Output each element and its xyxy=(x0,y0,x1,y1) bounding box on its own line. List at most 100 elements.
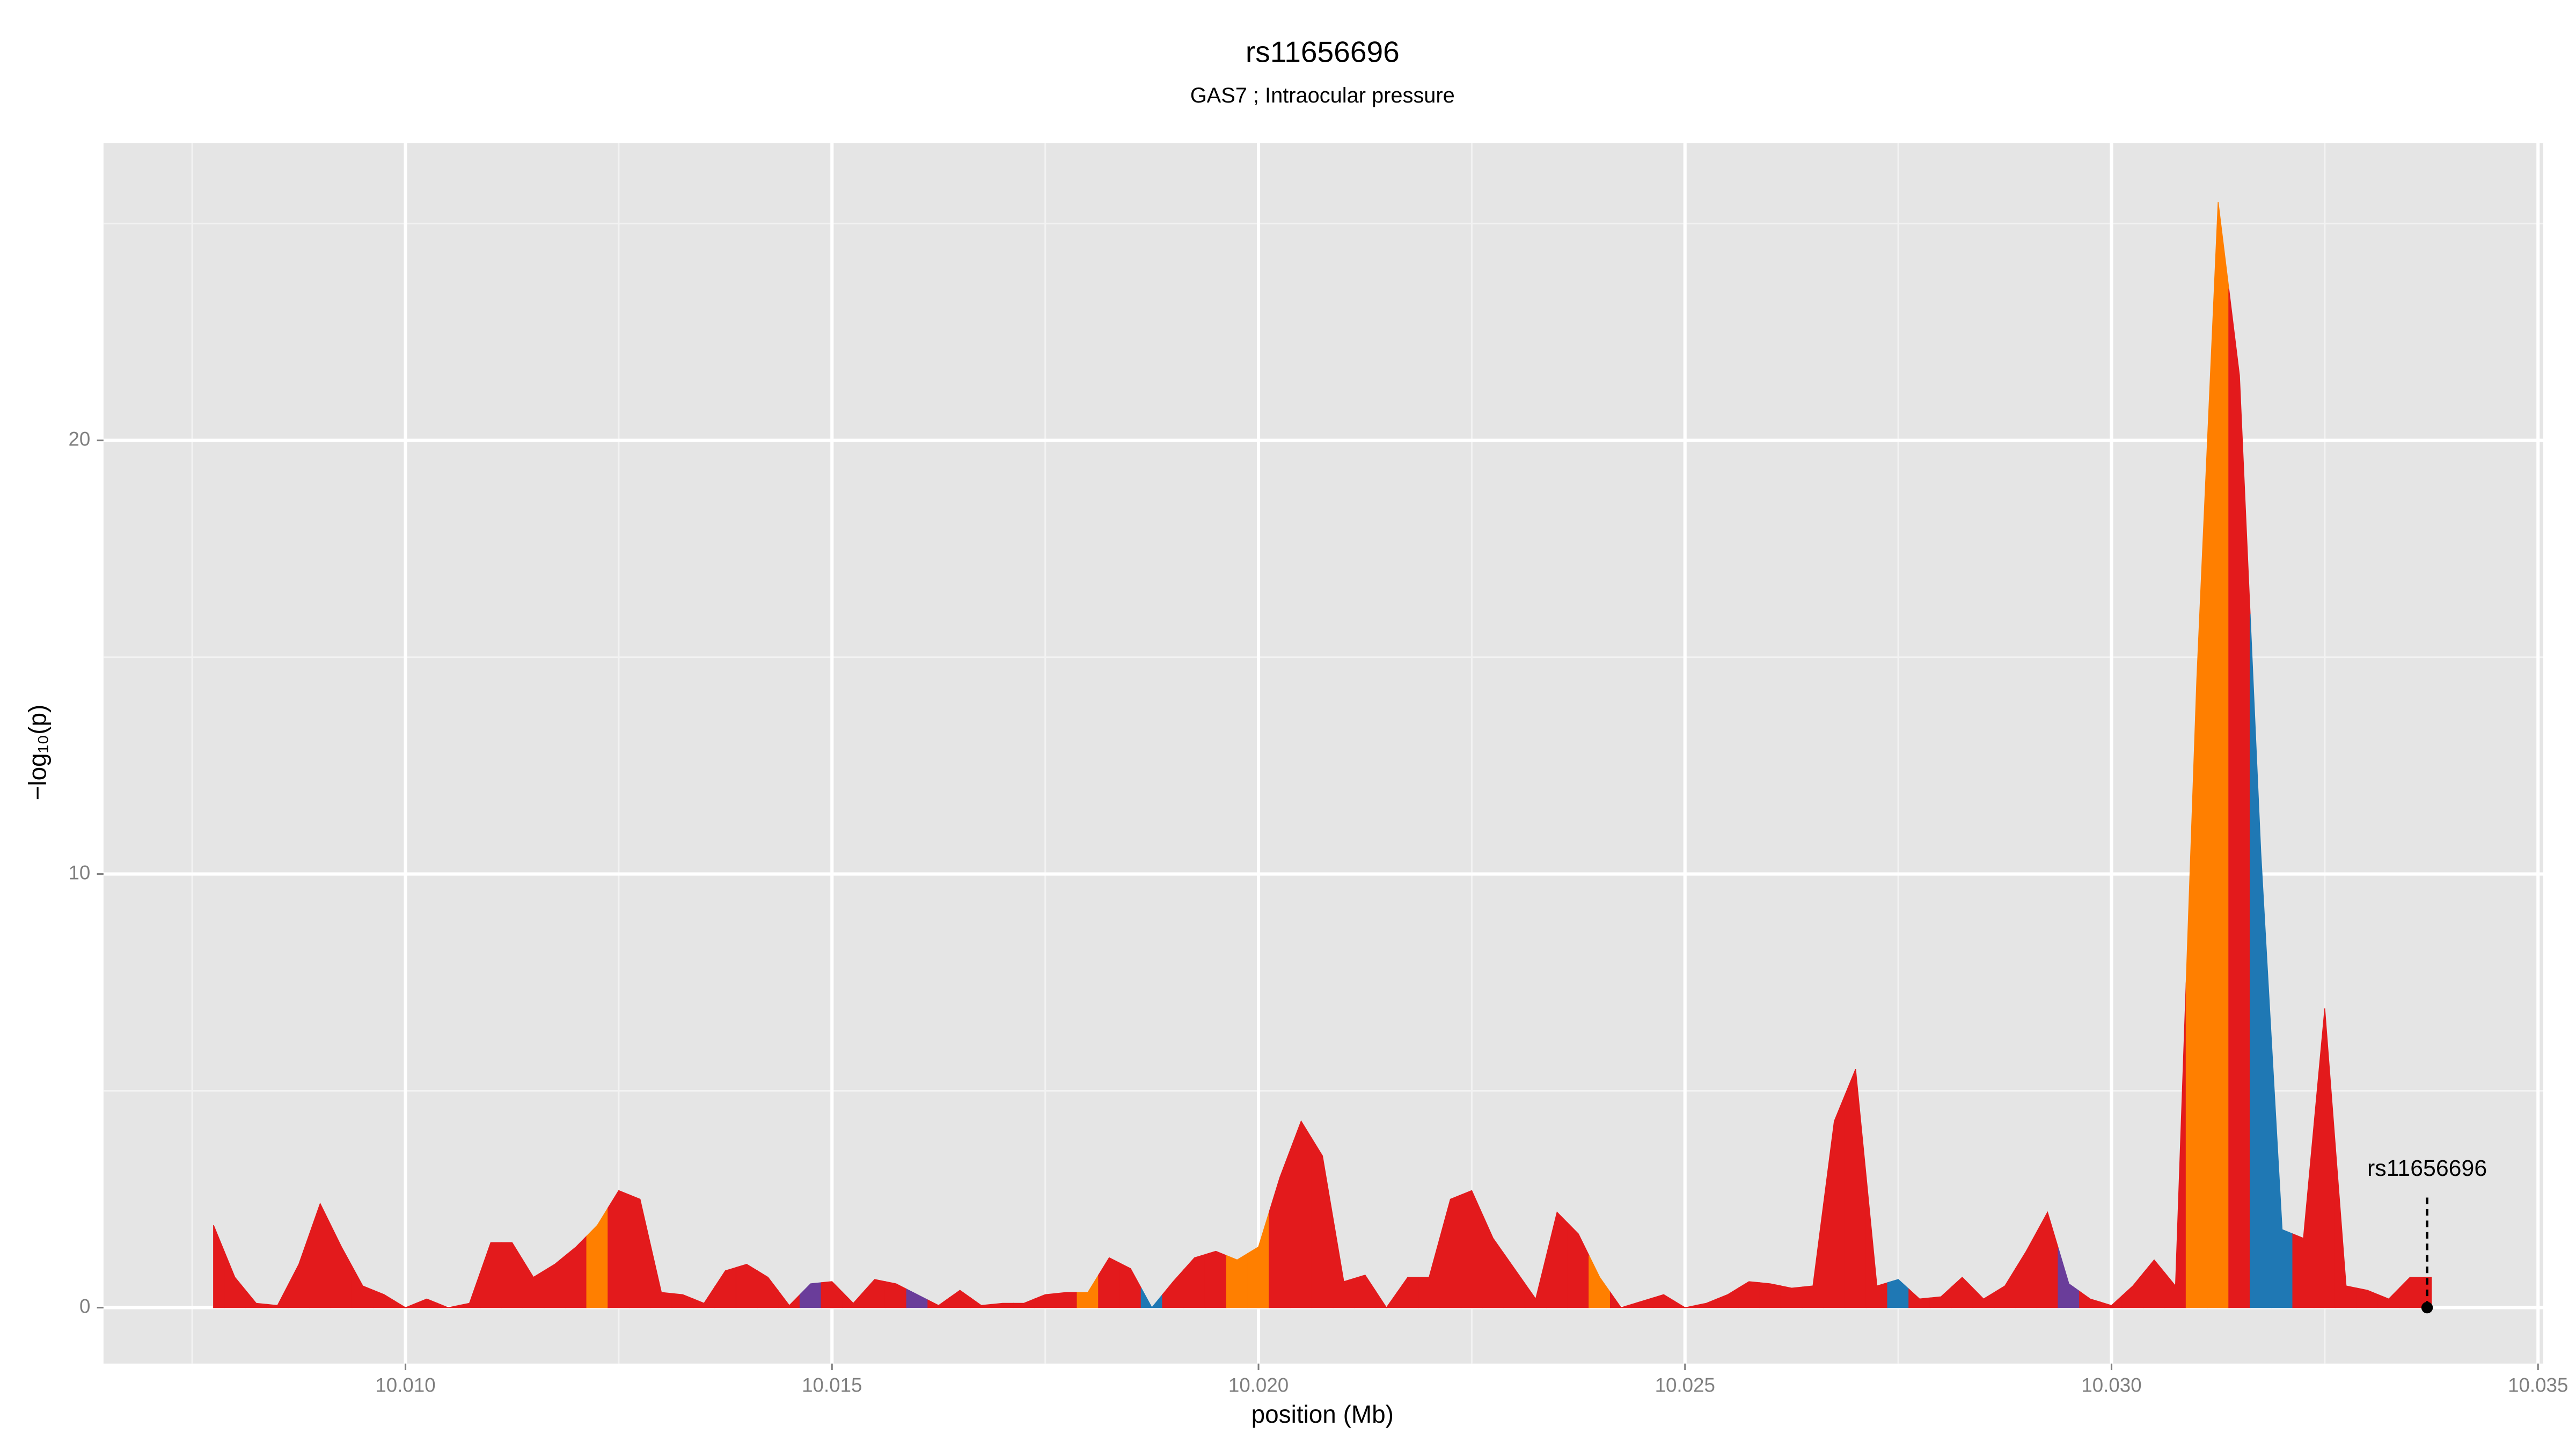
area-segment xyxy=(1802,1203,1824,1308)
area-segment xyxy=(501,1242,523,1308)
area-segment xyxy=(245,1289,268,1308)
area-segment xyxy=(991,1302,1014,1308)
x-axis-label: position (Mb) xyxy=(1252,1400,1394,1428)
area-segment xyxy=(1631,1297,1653,1308)
area-segment xyxy=(2314,1008,2336,1308)
area-segment xyxy=(1908,1288,1931,1308)
area-segment xyxy=(2058,1248,2080,1308)
area-segment xyxy=(1929,1286,1952,1308)
annotation-point xyxy=(2421,1301,2433,1314)
area-segment xyxy=(2185,440,2208,1308)
area-segment xyxy=(1226,1253,1248,1308)
area-segment xyxy=(309,1202,332,1308)
area-segment xyxy=(1738,1281,1760,1308)
area-segment xyxy=(863,1279,886,1308)
area-segment xyxy=(330,1225,353,1308)
area-segment xyxy=(1098,1257,1121,1308)
area-segment xyxy=(2036,1211,2059,1308)
area-segment xyxy=(224,1251,246,1308)
area-segment xyxy=(522,1258,545,1308)
y-tick-label: 20 xyxy=(69,428,91,450)
area-segment xyxy=(1609,1291,1633,1308)
area-segment xyxy=(1994,1267,2016,1308)
area-segment xyxy=(565,1235,588,1308)
area-segment xyxy=(288,1233,310,1308)
area-segment xyxy=(2250,613,2272,1308)
area-segment xyxy=(1140,1287,1163,1308)
area-segment xyxy=(778,1290,801,1308)
area-segment xyxy=(2164,982,2187,1308)
area-segment xyxy=(1503,1252,1526,1308)
area-segment xyxy=(1674,1300,1696,1308)
area-segment xyxy=(1013,1298,1035,1308)
area-segment xyxy=(544,1255,566,1308)
area-segment xyxy=(650,1246,673,1308)
area-segment xyxy=(1311,1137,1334,1308)
area-segment xyxy=(1865,1177,1889,1308)
area-segment xyxy=(1716,1287,1739,1308)
area-segment xyxy=(1695,1298,1718,1308)
area-segment xyxy=(2079,1290,2102,1308)
area-segment xyxy=(2356,1287,2379,1308)
x-tick-label: 10.030 xyxy=(2081,1374,2141,1396)
area-segment xyxy=(373,1290,396,1308)
area-segment xyxy=(906,1288,928,1308)
area-segment xyxy=(757,1270,779,1308)
y-axis-label: −log₁₀(p) xyxy=(24,705,52,801)
area-segment xyxy=(1396,1277,1419,1308)
area-segment xyxy=(2271,1041,2294,1308)
area-segment xyxy=(1845,1069,1867,1308)
area-segment xyxy=(1204,1250,1227,1308)
area-segment xyxy=(1460,1190,1483,1308)
area-segment xyxy=(1589,1255,1611,1308)
annotation-label: rs11656696 xyxy=(2367,1155,2487,1181)
y-tick-label: 10 xyxy=(69,861,91,883)
x-tick-label: 10.020 xyxy=(1228,1374,1289,1396)
area-segment xyxy=(1290,1120,1313,1308)
area-segment xyxy=(970,1297,993,1308)
area-segment xyxy=(1183,1254,1206,1308)
area-segment xyxy=(415,1298,438,1308)
area-segment xyxy=(479,1242,502,1308)
area-segment xyxy=(1375,1290,1398,1308)
area-segment xyxy=(2015,1231,2038,1308)
x-tick-label: 10.035 xyxy=(2508,1374,2568,1396)
area-segment xyxy=(1652,1294,1675,1308)
area-segment xyxy=(799,1282,822,1308)
area-segment xyxy=(1887,1279,1909,1308)
area-segment xyxy=(437,1302,459,1308)
area-segment xyxy=(1119,1262,1142,1308)
area-segment xyxy=(2207,202,2229,1308)
area-segment xyxy=(735,1263,758,1308)
area-segment xyxy=(693,1285,715,1308)
area-segment xyxy=(394,1300,417,1308)
area-segment xyxy=(608,1190,630,1308)
area-segment xyxy=(1247,1212,1270,1308)
area-segment xyxy=(1482,1214,1504,1308)
area-segment xyxy=(1972,1287,1995,1308)
area-segment xyxy=(949,1290,971,1308)
area-segment xyxy=(1354,1275,1377,1308)
area-segment xyxy=(1567,1222,1590,1308)
chart-subtitle: GAS7 ; Intraocular pressure xyxy=(1190,84,1455,107)
x-tick-label: 10.015 xyxy=(802,1374,862,1396)
area-segment xyxy=(884,1281,908,1308)
area-segment xyxy=(2292,1123,2315,1308)
area-segment xyxy=(821,1281,843,1308)
area-segment xyxy=(2228,288,2251,1308)
area-segment xyxy=(2377,1287,2400,1308)
area-segment xyxy=(1524,1255,1547,1308)
area-segment xyxy=(629,1194,652,1308)
area-segment xyxy=(1439,1194,1462,1308)
area-segment xyxy=(842,1290,865,1308)
area-segment xyxy=(586,1206,609,1308)
area-segment xyxy=(1269,1149,1291,1308)
area-segment xyxy=(1034,1293,1057,1308)
area-segment xyxy=(1546,1211,1568,1308)
area-segment xyxy=(1823,1095,1846,1308)
area-segment xyxy=(1951,1276,1973,1308)
area-segment xyxy=(2143,1259,2165,1308)
area-segment xyxy=(352,1266,374,1308)
